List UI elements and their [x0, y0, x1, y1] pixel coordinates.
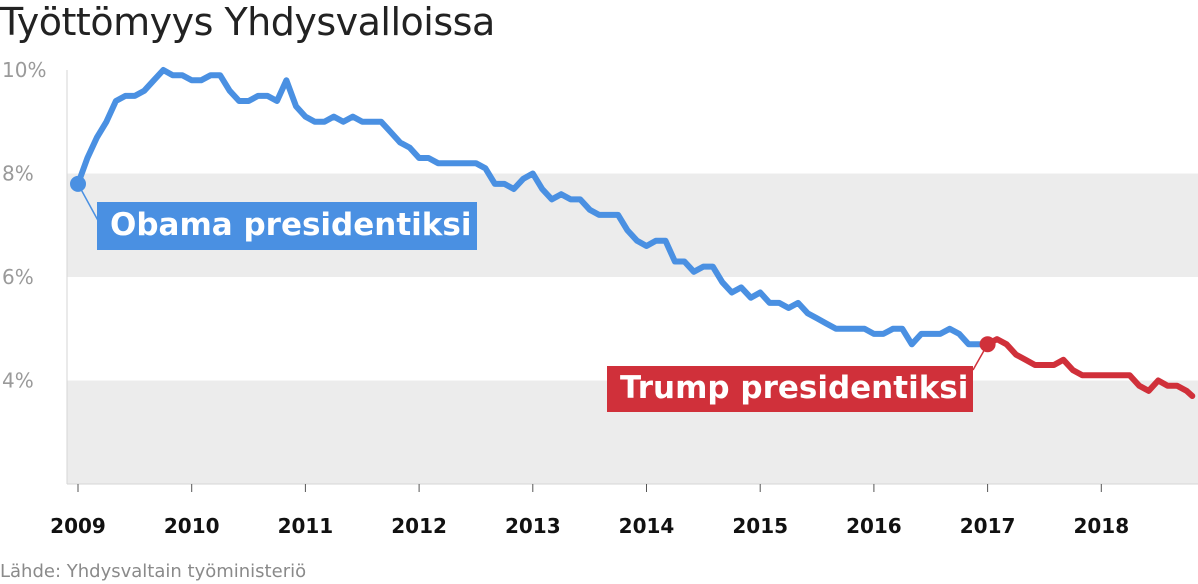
x-tick-label: 2009 [50, 514, 106, 538]
annotation-box [97, 202, 477, 250]
grid-bands [67, 173, 1198, 484]
annotation-label: Obama presidentiksi [110, 207, 471, 243]
y-tick-label: 4% [2, 369, 34, 393]
series-line-0 [75, 67, 991, 348]
x-tick-label: 2010 [164, 514, 220, 538]
annotation-box [607, 366, 973, 412]
annotation-1: Trump presidentiksi [607, 336, 996, 412]
annotation-marker [70, 175, 86, 192]
y-tick-label: 10% [2, 58, 46, 82]
x-tick-label: 2016 [846, 514, 902, 538]
x-tick-label: 2012 [391, 514, 447, 538]
y-axis-ticks: 10% 8% 6% 4% [2, 58, 46, 393]
x-tick-label: 2011 [278, 514, 334, 538]
annotation-label: Trump presidentiksi [620, 370, 968, 406]
annotation-0: Obama presidentiksi [70, 175, 477, 250]
x-tick-label: 2018 [1073, 514, 1129, 538]
y-tick-label: 6% [2, 265, 34, 289]
series-line-1 [984, 336, 1196, 399]
x-tick-label: 2015 [732, 514, 788, 538]
x-tick-label: 2014 [619, 514, 675, 538]
x-axis-ticks: 2009 2010 2011 2012 2013 2014 2015 2016 2017 2018 [50, 484, 1129, 538]
x-tick-label: 2017 [960, 514, 1016, 538]
source-note: Lähde: Yhdysvaltain työministeriö [0, 561, 307, 582]
x-tick-label: 2013 [505, 514, 561, 538]
chart-axes [66, 70, 1198, 485]
chart-title: Työttömyys Yhdysvalloissa [0, 0, 495, 44]
series-lines [75, 67, 1196, 399]
annotation-marker [979, 336, 996, 353]
annotations: Obama presidentiksi Trump presidentiksi [70, 175, 996, 412]
y-tick-label: 8% [2, 162, 34, 186]
